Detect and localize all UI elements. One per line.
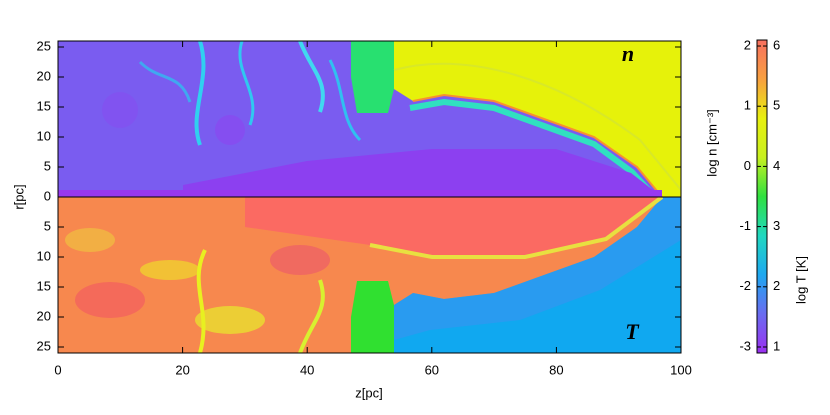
x-tick-label: 40 (300, 362, 314, 377)
y-tick-label: 15 (37, 278, 51, 293)
colorbar-tick-label: 6 (773, 37, 780, 52)
colorbar (756, 39, 768, 354)
y-tick-label: 10 (37, 128, 51, 143)
x-tick-label: 60 (425, 362, 439, 377)
colorbar-tick-label: 2 (744, 37, 751, 52)
colorbar-tick-label: 1 (773, 338, 780, 353)
y-tick-label: 25 (37, 338, 51, 353)
colorbar-label: log n [cm⁻³] (704, 109, 719, 177)
y-tick-label: 10 (37, 248, 51, 263)
x-tick-label: 80 (549, 362, 563, 377)
colorbar-tick-label: 2 (773, 278, 780, 293)
panel-label: T (625, 319, 640, 344)
colorbar-tick-label: 3 (773, 218, 780, 233)
y-tick-label: 20 (37, 68, 51, 83)
y-tick-label: 20 (37, 308, 51, 323)
colorbar-tick-label: 0 (744, 158, 751, 173)
colorbar-label: log T [K] (793, 256, 808, 304)
colorbar-tick-label: 1 (744, 98, 751, 113)
temperature-field (58, 197, 681, 353)
y-tick-label: 5 (44, 218, 51, 233)
y-axis-label: r[pc] (11, 184, 26, 209)
x-tick-label: 100 (670, 362, 692, 377)
y-tick-label: 25 (37, 38, 51, 53)
density-field (58, 41, 681, 197)
x-axis-label: z[pc] (355, 385, 382, 400)
y-tick-label: 5 (44, 158, 51, 173)
y-tick-label: 15 (37, 98, 51, 113)
x-tick-label: 0 (54, 362, 61, 377)
x-tick-label: 20 (175, 362, 189, 377)
panel-label: n (622, 41, 634, 66)
colorbar-tick-label: -2 (739, 278, 751, 293)
colorbar-tick-label: 4 (773, 158, 780, 173)
y-tick-label: 0 (44, 188, 51, 203)
colorbar-tick-label: 5 (773, 98, 780, 113)
colorbar-tick-label: -3 (739, 338, 751, 353)
colorbar-tick-label: -1 (739, 218, 751, 233)
